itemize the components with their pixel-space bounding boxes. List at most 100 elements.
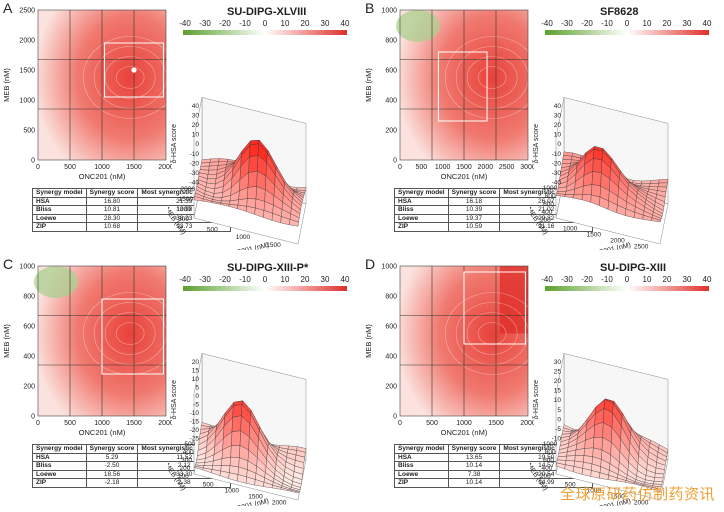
table-cell: -2.50	[85, 461, 139, 471]
table-cell: Bliss	[394, 461, 449, 471]
table-cell: HSA	[32, 452, 87, 463]
colorbar-tick-label: 0	[263, 275, 268, 284]
x-tick-label: 1500	[456, 164, 472, 171]
panel-letter: B	[365, 0, 375, 16]
table-cell: 16.80	[85, 196, 139, 207]
heatmap-frame	[37, 9, 167, 161]
synergy-table: Synergy model Synergy score Most synergist…	[394, 444, 594, 488]
table-header-cell: Synergy score	[447, 444, 501, 454]
onc201-axis-label: ONC201 (nM)	[588, 242, 632, 250]
x-tick-label: 2000	[520, 420, 534, 427]
y-tick-label: 400	[385, 354, 397, 361]
table-header-cell: Synergy model	[32, 444, 87, 454]
contour-line	[104, 312, 156, 355]
onc201-tick-label: 1000	[587, 487, 602, 494]
onc201-tick-label: 2000	[634, 499, 649, 506]
surface-cell	[237, 198, 248, 207]
meb-tick-label: 600	[543, 457, 554, 464]
table-cell: Bliss	[394, 205, 449, 215]
surface-cell	[231, 415, 242, 432]
surface-cell	[651, 487, 661, 492]
table-cell: ZIP	[394, 478, 449, 488]
heatmap-frame	[37, 265, 167, 417]
colorbar-tick-label: -20	[581, 275, 593, 284]
y-tick-label: 1000	[19, 98, 35, 105]
colorbar-tick-label: 40	[703, 275, 712, 284]
z-tick-label: -25	[190, 436, 200, 443]
meb-tick-label: 400	[542, 465, 553, 472]
table-cell: HSA	[32, 196, 87, 207]
colorbar-tick-label: 10	[643, 275, 652, 284]
surface-cell	[592, 158, 603, 174]
surface-cell	[583, 447, 594, 457]
x-axis-label: ONC201 (nM)	[441, 172, 488, 181]
y-tick-label: 1500	[19, 68, 35, 75]
x-tick-label: 500	[64, 164, 76, 171]
table-row: ZIP 10.14 14.99	[394, 478, 594, 488]
z-tick-label: 15	[554, 388, 562, 395]
table-cell: 18.56	[85, 469, 139, 480]
z-tick-label: 10	[192, 132, 200, 139]
onc201-tick-label: 2500	[634, 243, 649, 250]
x-axis-label: ONC201 (nM)	[79, 428, 126, 437]
z-tick-label: 15	[192, 367, 200, 374]
colorbar-tick-label: 20	[663, 275, 672, 284]
table-cell: Loewe	[394, 469, 449, 480]
colorbar-tick-label: 20	[301, 19, 310, 28]
surface-cell	[593, 422, 604, 438]
y-tick-label: 2500	[19, 8, 35, 15]
surface-cell	[593, 437, 603, 451]
colorbar-tick-label: -30	[561, 19, 573, 28]
z-tick-label: 20	[554, 378, 562, 385]
table-header-cell: Synergy model	[394, 188, 449, 198]
chart-title: SU-DIPG-XLVIII	[227, 6, 307, 18]
z-tick-label: 0	[195, 393, 199, 400]
surface-cell	[658, 178, 669, 184]
onc201-tick-label: 1500	[587, 231, 602, 238]
meb-tick-label: 500	[184, 441, 195, 448]
y-tick-label: 200	[385, 128, 397, 135]
surface-cell	[649, 182, 659, 187]
meb-tick-label: 1000	[543, 441, 558, 448]
z-tick-label: -15	[190, 418, 200, 425]
table-cell: Loewe	[32, 213, 87, 224]
heatmap-plot: 0 500 1000 1500 200002004006008001000ONC201 …	[364, 264, 534, 437]
panel-d: D SU-DIPG-XIII -40 -30 -20 -10 0 10 20 30 40 0 500 10…	[362, 256, 724, 512]
z-tick-label: 30	[554, 112, 562, 119]
z-tick-label: 10	[554, 397, 562, 404]
panel-letter: A	[3, 0, 13, 16]
y-tick-label: 800	[385, 294, 397, 301]
colorbar-tick-label: 30	[683, 275, 692, 284]
panel-letter: C	[3, 256, 14, 272]
z-tick-label: 30	[554, 359, 562, 366]
colorbar-tick-label: 0	[263, 19, 268, 28]
colorbar-tick-label: 10	[281, 19, 290, 28]
z-tick-label: 0	[195, 141, 199, 148]
z-tick-label: 25	[554, 368, 562, 375]
z-tick-label: 20	[192, 359, 200, 366]
contour-line	[82, 36, 172, 119]
x-tick-label: 2000	[158, 164, 172, 171]
meb-tick-label: 300	[181, 457, 192, 464]
colorbar-tick-label: -20	[219, 19, 231, 28]
z-tick-label: 10	[554, 132, 562, 139]
chart-title: SU-DIPG-XIII	[600, 262, 667, 274]
chart-title: SU-DIPG-XIII-P*	[227, 262, 309, 274]
x-axis-label: ONC201 (nM)	[441, 428, 488, 437]
table-cell: Bliss	[32, 461, 87, 471]
z-axis-label: δ-HSA score	[533, 124, 540, 163]
heatmap-plot: 0 500 1000 1500 2000 2500 3000 0 200 400 600 800 100…	[364, 8, 534, 181]
heatmap-plot: 0 500 1000 1500 200002004006008001000ONC201 …	[2, 264, 172, 437]
colorbar-gradient	[183, 30, 347, 35]
surface-cell	[657, 182, 668, 188]
y-tick-label: 600	[385, 68, 397, 75]
panel-c: C SU-DIPG-XIII-P* -40 -30 -20 -10 0 10 20 30 40 0 50…	[0, 256, 362, 512]
x-tick-label: 1500	[488, 420, 504, 427]
contour-line	[466, 312, 518, 355]
x-tick-label: 1500	[126, 164, 142, 171]
x-tick-label: 1000	[94, 164, 110, 171]
colorbar-tick-label: 0	[625, 275, 630, 284]
z-tick-label: 20	[192, 122, 200, 129]
table-cell: 5.29	[85, 452, 139, 463]
